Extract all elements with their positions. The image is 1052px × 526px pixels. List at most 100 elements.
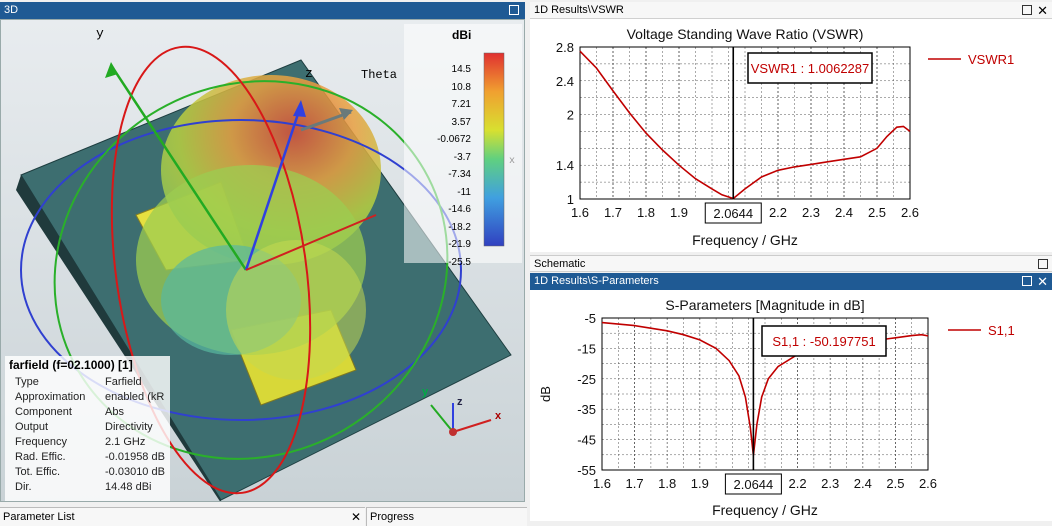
farfield-info-box: farfield (f=02.1000) [1] Type Farfield App… xyxy=(5,356,170,501)
x-tick-label: 2.5 xyxy=(868,205,886,220)
close-icon[interactable]: ✕ xyxy=(1037,274,1048,289)
y-tick-label: -55 xyxy=(577,463,596,478)
y-tick-label: -25 xyxy=(577,372,596,387)
info-key: Output xyxy=(15,421,49,433)
marker-value-label: S1,1 : -50.197751 xyxy=(772,334,875,349)
marker-value-label: VSWR1 : 1.0062287 xyxy=(751,61,870,76)
x-tick-label: 2.3 xyxy=(821,476,839,491)
parameter-list-title: Parameter List xyxy=(3,511,75,523)
y-tick-label: 2 xyxy=(567,108,574,123)
info-key: Rad. Effic. xyxy=(15,451,66,463)
x-tick-label: 2.4 xyxy=(835,205,853,220)
x-tick-label: 1.6 xyxy=(593,476,611,491)
parameter-list-tab[interactable]: Parameter List ✕ xyxy=(0,507,365,526)
info-row: Dir. 14.48 dBi xyxy=(15,480,175,495)
marker-x-label: 2.0644 xyxy=(734,477,774,492)
info-key: Tot. Effic. xyxy=(15,466,61,478)
view3d-canvas[interactable]: y z Theta x dBi 14.5 10.8 7.21 3.57 -0.0672 -… xyxy=(0,19,525,502)
info-row: Tot. Effic. -0.03010 dB xyxy=(15,465,175,480)
x-tick-label: 1.9 xyxy=(691,476,709,491)
info-row: Approximation enabled (kR xyxy=(15,390,175,405)
x-tick-label: 2.6 xyxy=(901,205,919,220)
colorbar-tick-label: -11 xyxy=(457,186,471,198)
vswr-chart: Voltage Standing Wave Ratio (VSWR) 1 1.4 2 2… xyxy=(556,26,1014,248)
maximize-icon[interactable] xyxy=(1038,259,1048,269)
vswr-chart-area: Voltage Standing Wave Ratio (VSWR) 1 1.4 2 2… xyxy=(530,19,1052,252)
info-key: Component xyxy=(15,406,72,418)
gizmo-y-label: y xyxy=(422,386,429,398)
colorbar-tick-label: 7.21 xyxy=(451,99,471,111)
gizmo-z-label: z xyxy=(457,396,463,408)
colorbar-unit: dBi xyxy=(452,28,472,42)
colorbar: dBi 14.5 10.8 7.21 3.57 -0.0672 -3.7 -7.34 -11 -… xyxy=(404,24,522,268)
info-key: Approximation xyxy=(15,391,86,403)
plot-frame xyxy=(601,317,929,471)
colorbar-tick-label: -18.2 xyxy=(448,221,471,233)
legend-label: VSWR1 xyxy=(968,52,1014,67)
x-tick-label: 1.8 xyxy=(658,476,676,491)
sparam-chart-area: S-Parameters [Magnitude in dB] -5 -15 -25 -3… xyxy=(530,290,1052,521)
y-tick-label: -15 xyxy=(577,341,596,356)
colorbar-tick-label: 14.5 xyxy=(451,64,471,75)
y-tick-label: -45 xyxy=(577,433,596,448)
colorbar-tick-label: -25.5 xyxy=(448,257,471,268)
axis-x-small-label: x xyxy=(509,156,516,167)
y-tick-label: 1 xyxy=(567,192,574,207)
colorbar-tick-label: -14.6 xyxy=(448,204,471,216)
sparam-chart: S-Parameters [Magnitude in dB] -5 -15 -25 -3… xyxy=(538,297,1015,518)
x-tick-label: 2.2 xyxy=(789,476,807,491)
info-row: Frequency 2.1 GHz xyxy=(15,435,175,450)
y-tick-label: -5 xyxy=(584,311,596,326)
x-tick-label: 1.8 xyxy=(637,205,655,220)
progress-tab[interactable]: Progress xyxy=(366,507,527,526)
info-row: Rad. Effic. -0.01958 dB xyxy=(15,450,175,465)
maximize-icon[interactable] xyxy=(509,5,519,15)
close-icon[interactable]: ✕ xyxy=(1037,3,1048,18)
x-tick-label: 2.6 xyxy=(919,476,937,491)
axis-y-label: y xyxy=(96,26,104,41)
sparam-titlebar: 1D Results\S-Parameters ✕ xyxy=(530,273,1052,290)
colorbar-tick-label: 3.57 xyxy=(451,116,471,128)
farfield-info-title: farfield (f=02.1000) [1] xyxy=(9,358,133,372)
x-tick-label: 2.4 xyxy=(854,476,872,491)
colorbar-tick-label: -3.7 xyxy=(453,151,471,163)
vswr-window-title: 1D Results\VSWR xyxy=(534,4,624,16)
info-row: Type Farfield xyxy=(15,375,175,390)
schematic-window-title: Schematic xyxy=(534,258,586,270)
legend-label: S1,1 xyxy=(988,323,1015,338)
info-key: Dir. xyxy=(15,481,32,493)
y-tick-label: -35 xyxy=(577,402,596,417)
colorbar-tick-label: -0.0672 xyxy=(437,134,471,146)
marker-x-box xyxy=(704,202,762,224)
restore-icon[interactable] xyxy=(1022,5,1032,15)
axis-z-label: z xyxy=(305,66,313,81)
marker-value-box xyxy=(761,325,887,357)
view3d-titlebar: 3D xyxy=(0,2,525,19)
info-key: Type xyxy=(15,376,39,388)
close-icon[interactable]: ✕ xyxy=(350,510,361,524)
x-tick-label: 1.7 xyxy=(626,476,644,491)
info-value: 2.1 GHz xyxy=(105,436,146,448)
vswr-titlebar: 1D Results\VSWR ✕ xyxy=(530,2,1052,19)
info-value: Farfield xyxy=(105,376,142,388)
y-tick-label: 1.4 xyxy=(556,158,574,173)
schematic-titlebar: Schematic xyxy=(530,255,1052,272)
info-value: -0.03010 dB xyxy=(105,466,165,478)
restore-icon[interactable] xyxy=(1022,276,1032,286)
theta-label: Theta xyxy=(361,68,398,82)
info-value: -0.01958 dB xyxy=(105,451,165,463)
marker-x-box xyxy=(724,473,782,495)
view3d-title: 3D xyxy=(4,4,19,16)
x-tick-label: 2.5 xyxy=(886,476,904,491)
chart-title: S-Parameters [Magnitude in dB] xyxy=(665,297,864,313)
chart-title: Voltage Standing Wave Ratio (VSWR) xyxy=(627,26,864,42)
info-value: Directivity xyxy=(105,421,153,433)
x-tick-label: 1.6 xyxy=(571,205,589,220)
y-tick-label: 2.4 xyxy=(556,74,574,89)
info-row: Output Directivity xyxy=(15,420,175,435)
info-value: Abs xyxy=(105,406,124,418)
x-axis-label: Frequency / GHz xyxy=(712,502,818,518)
colorbar-tick-label: -7.34 xyxy=(448,169,471,181)
x-tick-label: 2.3 xyxy=(802,205,820,220)
farfield-3d-view xyxy=(1,20,524,501)
